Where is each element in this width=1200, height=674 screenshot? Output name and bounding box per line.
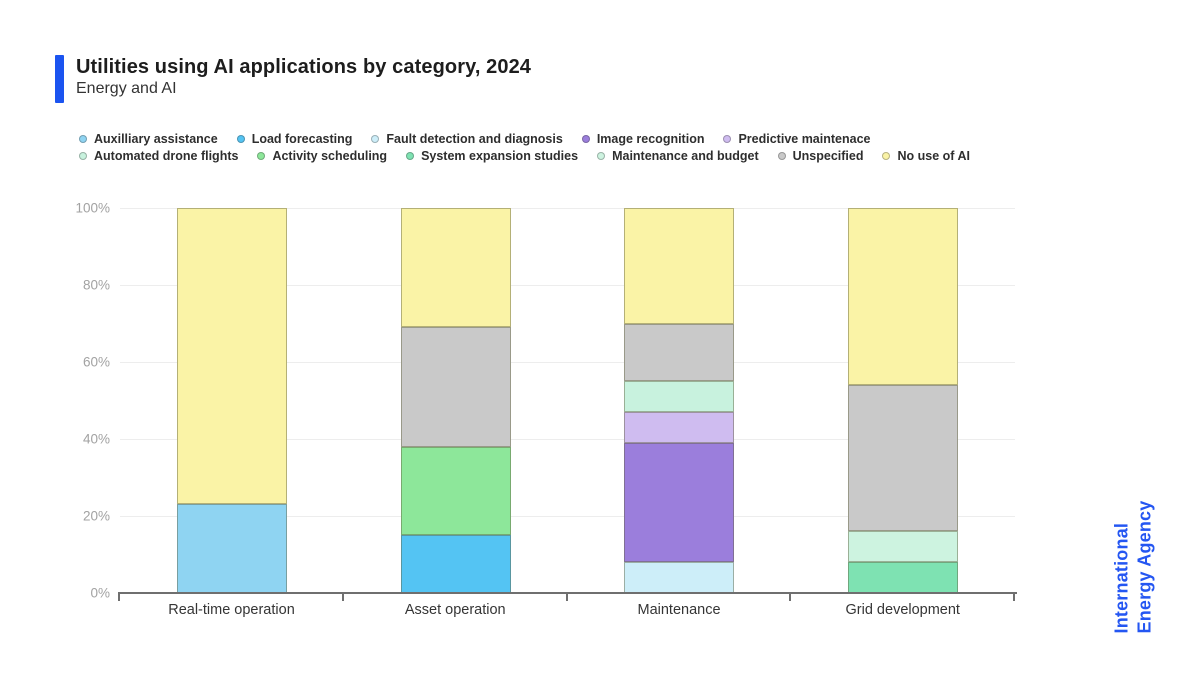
stacked-bar-maintenance [624, 208, 735, 593]
gridline [120, 285, 1015, 286]
bar-segment [400, 446, 511, 536]
bar-segment [624, 562, 735, 593]
x-axis-line [118, 592, 1017, 601]
bar-segment [624, 442, 735, 563]
legend-item: Predictive maintenace [723, 132, 870, 146]
x-tick-label: Grid development [845, 602, 960, 618]
legend-item: No use of AI [882, 149, 970, 163]
legend-item: Fault detection and diagnosis [371, 132, 563, 146]
legend-dot-icon [882, 152, 891, 160]
stacked-bar-asset-operation [400, 208, 511, 593]
bar-segment [848, 385, 959, 532]
iea-wordmark-line1: International [1111, 522, 1132, 634]
legend-item: Auxilliary assistance [79, 132, 218, 146]
x-axis-tick [789, 594, 792, 601]
y-tick-label: 100% [75, 200, 110, 216]
legend-dot-icon [581, 135, 590, 143]
header: Utilities using AI applications by categ… [55, 55, 531, 103]
legend-item: Load forecasting [236, 132, 353, 146]
x-tick-label: Maintenance [637, 602, 721, 618]
gridline [120, 362, 1015, 363]
gridline [120, 439, 1015, 440]
iea-wordmark-line2: Energy Agency [1134, 500, 1154, 634]
bar-segment [400, 535, 511, 593]
legend-dot-icon [723, 135, 732, 143]
legend-item-label: No use of AI [897, 149, 970, 163]
stacked-bar-real-time-operation [176, 208, 287, 593]
bar-segment [624, 381, 735, 413]
legend-item: Automated drone flights [79, 149, 238, 163]
legend-row: Auxilliary assistance Load forecasting Fau… [79, 132, 970, 146]
legend-item-label: Fault detection and diagnosis [386, 132, 563, 146]
bar-segment [176, 504, 287, 593]
legend-item: System expansion studies [406, 149, 578, 163]
legend-row: Automated drone flights Activity scheduli… [79, 149, 970, 163]
legend-item-label: Unspecified [792, 149, 864, 163]
bar-segment [176, 208, 287, 505]
legend-dot-icon [777, 152, 786, 160]
bar-segment [624, 412, 735, 443]
legend-item: Unspecified [777, 149, 864, 163]
bar-segment [624, 323, 735, 382]
legend-dot-icon [371, 135, 380, 143]
y-tick-label: 40% [82, 431, 110, 447]
legend-item-label: System expansion studies [421, 149, 579, 163]
y-tick-label: 0% [90, 585, 110, 601]
legend-dot-icon [79, 135, 87, 143]
legend-item-label: Automated drone flights [94, 149, 239, 163]
legend-item-label: Maintenance and budget [612, 149, 759, 163]
x-tick-label: Asset operation [404, 602, 506, 618]
legend-item-label: Image recognition [596, 132, 705, 146]
legend-dot-icon [406, 152, 415, 160]
x-axis-tick [565, 594, 568, 601]
title-accent-bar [55, 55, 64, 103]
x-axis-tick [341, 594, 344, 601]
page-title: Utilities using AI applications by categ… [76, 56, 532, 78]
stacked-bar-grid-development [848, 208, 959, 593]
plot-area: 0% 20% 40% 60% 80% 100% [75, 201, 1015, 601]
gridline [120, 208, 1015, 209]
legend-item: Maintenance and budget [597, 149, 759, 163]
chart-legend: Auxilliary assistance Load forecasting Fau… [79, 132, 970, 163]
x-axis-tick [1013, 594, 1015, 601]
legend-item-label: Activity scheduling [272, 149, 388, 163]
y-tick-label: 60% [82, 354, 110, 370]
bar-segment [400, 327, 511, 447]
iea-wordmark: International Energy Agency [1111, 458, 1156, 634]
legend-dot-icon [79, 152, 87, 160]
legend-item: Activity scheduling [257, 149, 387, 163]
x-tick-label: Real-time operation [168, 602, 295, 618]
legend-dot-icon [597, 152, 606, 160]
bar-segment [624, 208, 735, 324]
page-subtitle: Energy and AI [76, 80, 177, 97]
bar-segment [848, 208, 959, 386]
y-tick-label: 80% [82, 277, 110, 293]
bar-segment [848, 562, 959, 593]
legend-item-label: Load forecasting [251, 132, 353, 146]
legend-item-label: Auxilliary assistance [94, 132, 218, 146]
gridline [120, 516, 1015, 517]
legend-dot-icon [236, 135, 245, 143]
legend-item-label: Predictive maintenace [738, 132, 871, 146]
bar-segment [848, 531, 959, 563]
bar-segment [400, 208, 511, 328]
x-axis-tick [118, 594, 120, 601]
legend-item: Image recognition [581, 132, 705, 146]
legend-dot-icon [257, 152, 266, 160]
y-tick-label: 20% [82, 508, 110, 524]
